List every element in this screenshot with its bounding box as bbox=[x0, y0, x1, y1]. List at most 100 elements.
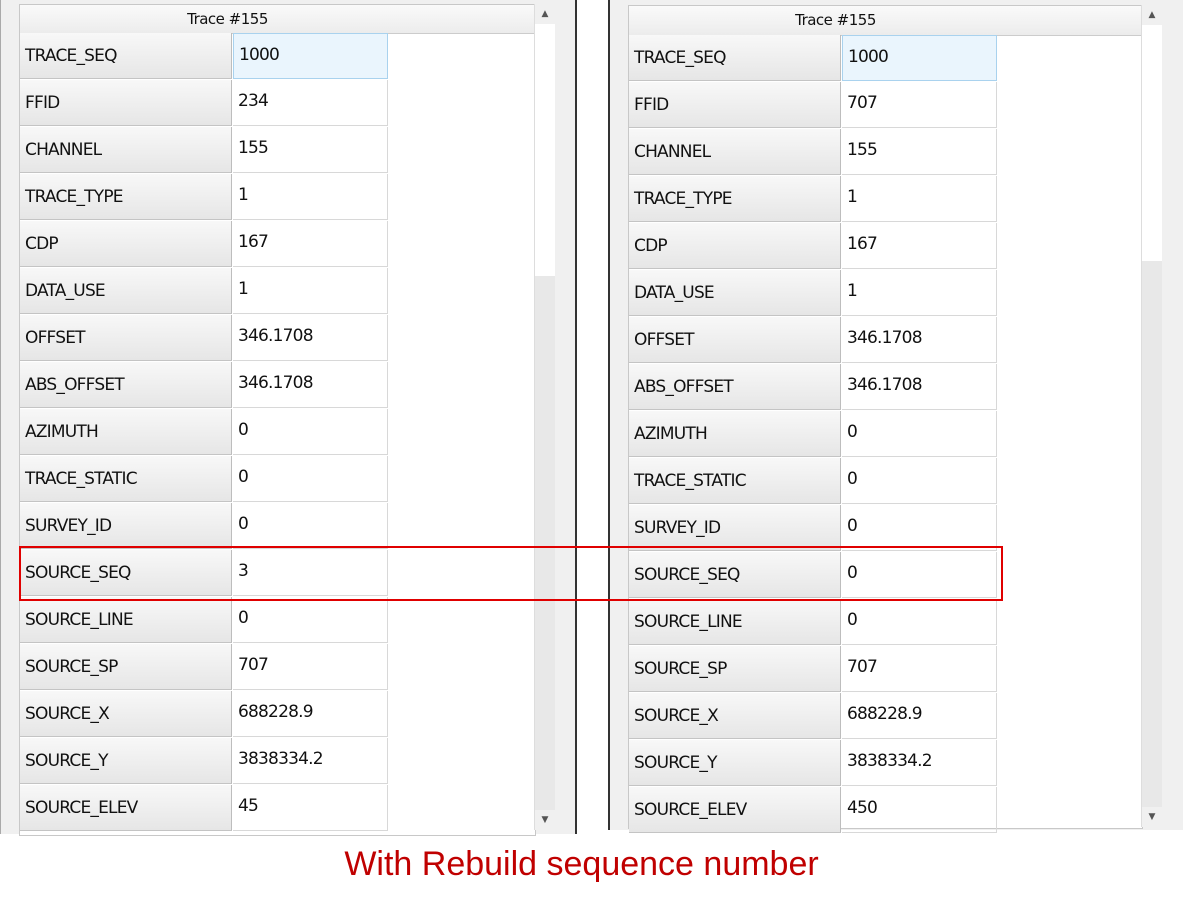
value-cell[interactable]: 346.1708 bbox=[842, 317, 997, 363]
scroll-up-arrow-icon[interactable]: ▲ bbox=[535, 4, 555, 24]
scroll-down-arrow-icon[interactable]: ▼ bbox=[535, 810, 555, 830]
row-header-ffid[interactable]: FFID bbox=[20, 80, 232, 126]
row-header-azimuth[interactable]: AZIMUTH bbox=[20, 409, 232, 455]
value-cell[interactable]: 1 bbox=[233, 268, 388, 314]
table-row: CDP 167 bbox=[20, 221, 389, 268]
column-header[interactable]: Trace #155 bbox=[20, 5, 535, 34]
row-header-cdp[interactable]: CDP bbox=[20, 221, 232, 267]
value-cell[interactable]: 707 bbox=[842, 82, 997, 128]
scrollbar-track[interactable] bbox=[1142, 25, 1162, 261]
value-cell[interactable]: 346.1708 bbox=[233, 315, 388, 361]
value-cell[interactable]: 45 bbox=[233, 785, 388, 831]
value-cell[interactable]: 0 bbox=[233, 597, 388, 643]
table-row: SOURCE_X 688228.9 bbox=[629, 693, 998, 740]
value-cell[interactable]: 1000 bbox=[233, 33, 388, 79]
value-cell[interactable]: 1 bbox=[842, 176, 997, 222]
value-cell[interactable]: 0 bbox=[233, 409, 388, 455]
row-header-trace-type[interactable]: TRACE_TYPE bbox=[20, 174, 232, 220]
table-row: SOURCE_LINE 0 bbox=[629, 599, 998, 646]
value-cell[interactable]: 688228.9 bbox=[842, 693, 997, 739]
row-header-source-sp[interactable]: SOURCE_SP bbox=[629, 646, 841, 692]
row-header-survey-id[interactable]: SURVEY_ID bbox=[629, 505, 841, 551]
row-header-offset[interactable]: OFFSET bbox=[20, 315, 232, 361]
row-header-abs-offset[interactable]: ABS_OFFSET bbox=[20, 362, 232, 408]
row-header-ffid[interactable]: FFID bbox=[629, 82, 841, 128]
table-row: FFID 707 bbox=[629, 82, 998, 129]
value-cell[interactable]: 707 bbox=[233, 644, 388, 690]
row-header-channel[interactable]: CHANNEL bbox=[20, 127, 232, 173]
row-header-abs-offset[interactable]: ABS_OFFSET bbox=[629, 364, 841, 410]
row-header-trace-static[interactable]: TRACE_STATIC bbox=[20, 456, 232, 502]
table-row: ABS_OFFSET 346.1708 bbox=[20, 362, 389, 409]
table-row: TRACE_SEQ 1000 bbox=[629, 35, 998, 82]
row-header-trace-static[interactable]: TRACE_STATIC bbox=[629, 458, 841, 504]
value-cell[interactable]: 167 bbox=[233, 221, 388, 267]
table-row: OFFSET 346.1708 bbox=[629, 317, 998, 364]
row-header-source-x[interactable]: SOURCE_X bbox=[629, 693, 841, 739]
table-row: SOURCE_LINE 0 bbox=[20, 597, 389, 644]
value-cell[interactable]: 155 bbox=[233, 127, 388, 173]
table-row: CDP 167 bbox=[629, 223, 998, 270]
table-row: SOURCE_SP 707 bbox=[20, 644, 389, 691]
vertical-scrollbar[interactable]: ▲ ▼ bbox=[534, 4, 555, 830]
row-header-offset[interactable]: OFFSET bbox=[629, 317, 841, 363]
row-header-source-y[interactable]: SOURCE_Y bbox=[629, 740, 841, 786]
value-cell[interactable]: 0 bbox=[842, 599, 997, 645]
scrollbar-track[interactable] bbox=[535, 24, 555, 276]
row-header-source-x[interactable]: SOURCE_X bbox=[20, 691, 232, 737]
trace-header-table: Trace #155 TRACE_SEQ 1000 FFID 707 CHANNEL 15… bbox=[628, 5, 1143, 833]
scroll-down-arrow-icon[interactable]: ▼ bbox=[1142, 807, 1162, 827]
row-header-source-elev[interactable]: SOURCE_ELEV bbox=[20, 785, 232, 831]
table-row: CHANNEL 155 bbox=[20, 127, 389, 174]
table-row: SURVEY_ID 0 bbox=[629, 505, 998, 552]
row-header-channel[interactable]: CHANNEL bbox=[629, 129, 841, 175]
table-row: SOURCE_ELEV 450 bbox=[629, 787, 998, 834]
value-cell[interactable]: 1 bbox=[842, 270, 997, 316]
row-header-source-seq[interactable]: SOURCE_SEQ bbox=[20, 550, 232, 596]
column-header[interactable]: Trace #155 bbox=[629, 6, 1142, 36]
value-cell[interactable]: 155 bbox=[842, 129, 997, 175]
row-header-source-sp[interactable]: SOURCE_SP bbox=[20, 644, 232, 690]
value-cell[interactable]: 707 bbox=[842, 646, 997, 692]
row-header-survey-id[interactable]: SURVEY_ID bbox=[20, 503, 232, 549]
table-row: OFFSET 346.1708 bbox=[20, 315, 389, 362]
value-cell[interactable]: 0 bbox=[842, 458, 997, 504]
row-header-cdp[interactable]: CDP bbox=[629, 223, 841, 269]
value-cell[interactable]: 0 bbox=[233, 503, 388, 549]
vertical-scrollbar[interactable]: ▲ ▼ bbox=[1141, 5, 1162, 827]
value-cell[interactable]: 3838334.2 bbox=[233, 738, 388, 784]
row-header-data-use[interactable]: DATA_USE bbox=[20, 268, 232, 314]
table-row: AZIMUTH 0 bbox=[20, 409, 389, 456]
table-row: DATA_USE 1 bbox=[20, 268, 389, 315]
row-header-source-elev[interactable]: SOURCE_ELEV bbox=[629, 787, 841, 833]
row-header-source-y[interactable]: SOURCE_Y bbox=[20, 738, 232, 784]
table-row: SOURCE_SEQ 0 bbox=[629, 552, 998, 599]
column-header-label: Trace #155 bbox=[795, 11, 876, 29]
value-cell[interactable]: 234 bbox=[233, 80, 388, 126]
row-header-azimuth[interactable]: AZIMUTH bbox=[629, 411, 841, 457]
value-cell[interactable]: 0 bbox=[842, 411, 997, 457]
table-row: TRACE_STATIC 0 bbox=[629, 458, 998, 505]
value-cell[interactable]: 1 bbox=[233, 174, 388, 220]
scroll-up-arrow-icon[interactable]: ▲ bbox=[1142, 5, 1162, 25]
row-header-source-line[interactable]: SOURCE_LINE bbox=[629, 599, 841, 645]
row-header-source-line[interactable]: SOURCE_LINE bbox=[20, 597, 232, 643]
row-header-trace-type[interactable]: TRACE_TYPE bbox=[629, 176, 841, 222]
value-cell[interactable]: 3838334.2 bbox=[842, 740, 997, 786]
value-cell[interactable]: 0 bbox=[842, 552, 997, 598]
row-header-trace-seq[interactable]: TRACE_SEQ bbox=[20, 33, 232, 79]
row-header-trace-seq[interactable]: TRACE_SEQ bbox=[629, 35, 841, 81]
row-header-data-use[interactable]: DATA_USE bbox=[629, 270, 841, 316]
row-header-source-seq[interactable]: SOURCE_SEQ bbox=[629, 552, 841, 598]
table-row: SURVEY_ID 0 bbox=[20, 503, 389, 550]
value-cell[interactable]: 688228.9 bbox=[233, 691, 388, 737]
value-cell[interactable]: 1000 bbox=[842, 35, 997, 81]
value-cell[interactable]: 3 bbox=[233, 550, 388, 596]
table-row: TRACE_TYPE 1 bbox=[629, 176, 998, 223]
value-cell[interactable]: 167 bbox=[842, 223, 997, 269]
value-cell[interactable]: 0 bbox=[842, 505, 997, 551]
value-cell[interactable]: 450 bbox=[842, 787, 997, 833]
value-cell[interactable]: 0 bbox=[233, 456, 388, 502]
value-cell[interactable]: 346.1708 bbox=[842, 364, 997, 410]
value-cell[interactable]: 346.1708 bbox=[233, 362, 388, 408]
